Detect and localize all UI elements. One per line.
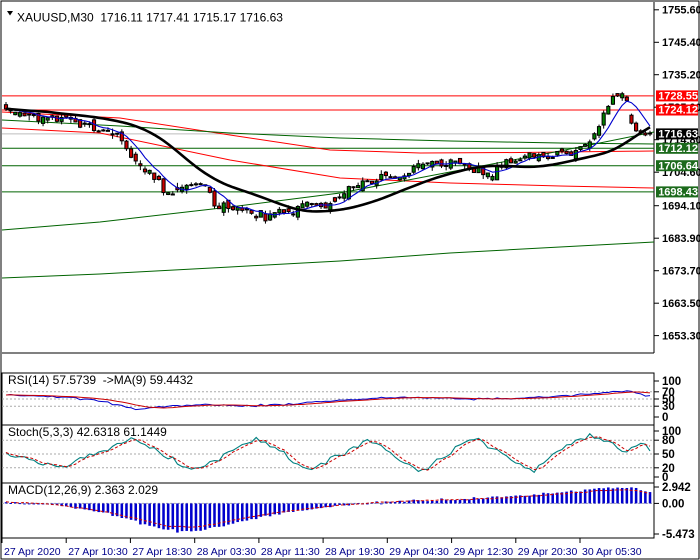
svg-text:-5.473: -5.473 xyxy=(662,529,695,541)
svg-text:1706.64: 1706.64 xyxy=(658,160,699,172)
svg-text:28 Apr 03:30: 28 Apr 03:30 xyxy=(197,546,257,558)
svg-text:28 Apr 11:30: 28 Apr 11:30 xyxy=(261,546,320,558)
svg-text:28 Apr 19:30: 28 Apr 19:30 xyxy=(325,546,385,558)
svg-text:27 Apr 18:30: 27 Apr 18:30 xyxy=(132,546,192,558)
svg-text:1755.60: 1755.60 xyxy=(662,5,700,17)
svg-text:29 Apr 20:30: 29 Apr 20:30 xyxy=(518,546,578,558)
svg-text:29 Apr 12:30: 29 Apr 12:30 xyxy=(454,546,514,558)
svg-text:27 Apr 2020: 27 Apr 2020 xyxy=(4,546,61,558)
svg-text:80: 80 xyxy=(662,435,675,447)
svg-text:1728.55: 1728.55 xyxy=(658,91,698,103)
svg-text:1735.20: 1735.20 xyxy=(662,70,700,82)
svg-text:1716.63: 1716.63 xyxy=(658,129,698,141)
svg-text:1694.10: 1694.10 xyxy=(662,201,700,213)
svg-text:1745.40: 1745.40 xyxy=(662,37,700,49)
svg-text:1653.30: 1653.30 xyxy=(662,330,700,342)
svg-text:1712.12: 1712.12 xyxy=(658,143,698,155)
svg-text:29 Apr 04:30: 29 Apr 04:30 xyxy=(389,546,449,558)
svg-text:50: 50 xyxy=(662,449,675,461)
svg-text:2.942: 2.942 xyxy=(662,482,691,494)
svg-text:RSI(14) 57.5739 ->MA(9) 59.44: RSI(14) 57.5739 ->MA(9) 59.4432 xyxy=(8,373,193,387)
svg-text:Stoch(5,3,3) 42.6318 61.1449: Stoch(5,3,3) 42.6318 61.1449 xyxy=(8,425,167,439)
svg-text:1724.12: 1724.12 xyxy=(658,105,698,117)
svg-text:27 Apr 10:30: 27 Apr 10:30 xyxy=(68,546,128,558)
svg-text:1698.43: 1698.43 xyxy=(658,187,698,199)
svg-text:MACD(12,26,9) 2.363 2.029: MACD(12,26,9) 2.363 2.029 xyxy=(8,483,158,497)
svg-text:0: 0 xyxy=(662,412,668,424)
svg-text:0.00: 0.00 xyxy=(662,498,684,510)
svg-text:1663.50: 1663.50 xyxy=(662,298,700,310)
svg-text:1673.70: 1673.70 xyxy=(662,266,700,278)
svg-text:XAUUSD,M30 1716.11 1717.41 17: XAUUSD,M30 1716.11 1717.41 1715.17 1716.… xyxy=(17,11,283,25)
svg-text:30 Apr 05:30: 30 Apr 05:30 xyxy=(582,546,642,558)
svg-text:1683.90: 1683.90 xyxy=(662,233,700,245)
